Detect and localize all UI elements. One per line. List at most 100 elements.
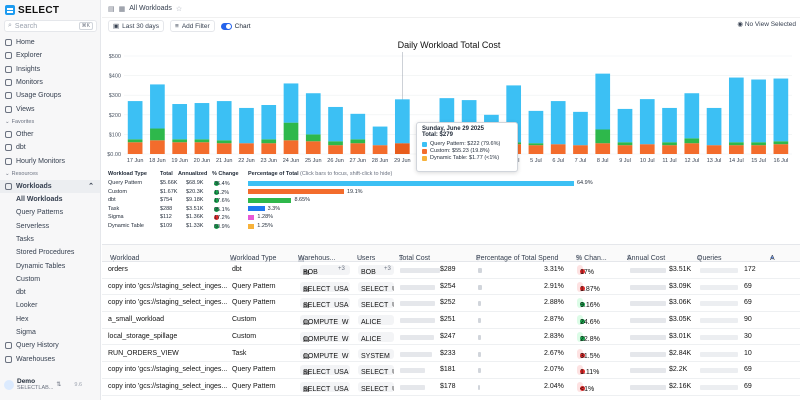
sidebar-item-query-history[interactable]: Query History [0,339,100,352]
bar-custom[interactable] [261,143,277,154]
sidebar-item-dbt[interactable]: dbt [16,289,26,297]
sidebar-item-workloads[interactable]: Workloads ⌃ [0,179,100,193]
table-row[interactable]: orders dbt ▤ BOB +3 BOB +3 $289 3.31% 17% $3.51K 17… [102,262,800,279]
add-filter-button[interactable]: ≡ Add Filter [170,20,215,32]
sidebar-item-looker[interactable]: Looker [16,302,38,310]
sidebar-item-stored-procedures[interactable]: Stored Procedures [16,249,75,257]
summary-bar[interactable] [248,180,574,186]
workload-name[interactable]: copy into 'gcs://staging_select_inges... [108,382,228,390]
bar-custom[interactable] [328,145,343,154]
summary-row[interactable]: Dynamic Table $109 $1.33K 50.9% 1.25% [108,223,273,230]
bar-custom[interactable] [706,145,722,154]
user-pill[interactable]: ALICE [358,315,394,326]
table-row[interactable]: copy into 'gcs://staging_select_inges...… [102,295,800,313]
sidebar-item-sigma[interactable]: Sigma [16,329,36,337]
chart-toggle[interactable]: Chart [220,22,251,30]
bar-query-pattern[interactable] [595,73,611,130]
summary-bar[interactable] [248,206,265,212]
bar-query-pattern[interactable] [573,111,588,146]
bar-dbt[interactable] [328,141,343,146]
bar-query-pattern[interactable] [283,83,299,123]
bar-query-pattern[interactable] [773,78,789,142]
bar-custom[interactable] [350,143,366,154]
summary-bar[interactable] [248,197,292,203]
bar-query-pattern[interactable] [617,108,633,143]
sidebar-item-custom[interactable]: Custom [16,275,41,283]
user-pill[interactable]: BOB [358,265,394,275]
workload-name[interactable]: RUN_ORDERS_VIEW [108,349,179,357]
sidebar-item-tasks[interactable]: Tasks [16,236,34,243]
toggle-switch[interactable] [220,22,232,30]
bar-custom[interactable] [728,145,744,154]
bar-custom[interactable] [372,145,388,154]
bar-custom[interactable] [617,145,633,154]
summary-row[interactable]: dbt $754 $9.18K 17.6% 8.65% [108,197,311,205]
bar-dbt[interactable] [194,139,210,143]
bar-dbt[interactable] [150,128,165,141]
date-range-button[interactable]: ▣ Last 30 days [108,20,165,32]
warehouse-pill[interactable]: ▤ COMPUTE_W [300,331,350,342]
user-pill[interactable]: SELECT_U [358,281,394,292]
sidebar-item-usage-groups[interactable]: Usage Groups [0,89,100,102]
bar-query-pattern[interactable] [550,101,566,145]
workload-name[interactable]: a_small_workload [108,316,165,324]
summary-row[interactable]: Query Pattern $5.66K $68.9K 36.4% 64.9% [108,180,593,187]
bar-query-pattern[interactable] [528,110,544,144]
bar-dbt[interactable] [728,142,744,146]
warehouse-pill[interactable]: ▤ BOB [300,265,350,275]
warehouse-pill[interactable]: ▤ SELECT_USA [300,281,350,292]
bar-custom[interactable] [751,145,766,154]
bar-dbt[interactable] [773,141,789,145]
bar-custom[interactable] [172,142,188,154]
table-row[interactable]: a_small_workload Custom ▤ COMPUTE_W ALICE $25… [102,312,800,329]
summary-bar[interactable] [248,189,344,195]
user-pill[interactable]: SELECT_U [358,298,394,309]
table-row[interactable]: copy into 'gcs://staging_select_inges...… [102,362,800,379]
table-row[interactable]: copy into 'gcs://staging_select_inges...… [102,379,800,396]
bar-query-pattern[interactable] [328,106,343,142]
table-row[interactable]: local_storage_spillage Custom ▤ COMPUTE_W AL… [102,329,800,346]
bar-query-pattern[interactable] [662,107,677,143]
search-input[interactable]: ⌕ Search ⌘K [4,20,97,32]
warehouse-pill[interactable]: ▤ SELECT_USA [300,298,350,309]
bar-dbt[interactable] [305,134,321,142]
bar-custom[interactable] [194,142,210,154]
bar-query-pattern[interactable] [216,101,232,141]
bar-dbt[interactable] [617,142,633,146]
summary-row[interactable]: Sigma $112 $1.36K 17.2% 1.28% [108,214,274,222]
sidebar-item-fav-dbt[interactable]: dbt [0,141,100,154]
bar-query-pattern[interactable] [394,99,410,144]
logo[interactable]: SELECT [5,3,59,17]
sidebar-item-home[interactable]: Home [0,36,100,49]
workload-name[interactable]: copy into 'gcs://staging_select_inges... [108,366,228,374]
bar-dbt[interactable] [528,143,544,146]
bar-dbt[interactable] [127,139,143,143]
workload-name[interactable]: copy into 'gcs://staging_select_inges... [108,299,228,307]
summary-bar[interactable] [248,214,255,220]
sidebar-item-insights[interactable]: Insights [0,63,100,76]
bar-query-pattern[interactable] [305,93,321,135]
bar-dbt[interactable] [216,140,232,144]
bar-query-pattern[interactable] [639,99,655,145]
bar-query-pattern[interactable] [372,126,388,146]
workload-name[interactable]: local_storage_spillage [108,332,178,340]
bar-dbt[interactable] [684,138,700,144]
bar-custom[interactable] [773,144,789,154]
bar-dbt[interactable] [751,142,766,146]
summary-row[interactable]: Task $288 $3.51K 95.1% 3.3% [108,205,281,213]
star-icon[interactable]: ☆ [175,5,183,13]
workload-name[interactable]: copy into 'gcs://staging_select_inges... [108,282,228,290]
bar-custom[interactable] [239,143,254,154]
bar-dbt[interactable] [595,129,611,144]
bar-custom[interactable] [150,140,165,154]
bar-custom[interactable] [528,145,544,154]
sidebar-item-all-workloads[interactable]: All Workloads [16,196,63,204]
resources-section[interactable]: ⌄ Resources [5,170,38,177]
sidebar-toggle-icon[interactable]: ▤ [108,5,115,13]
bar-custom[interactable] [595,143,611,154]
bar-custom[interactable] [216,143,232,154]
bar-custom[interactable] [550,144,566,154]
sidebar-item-other[interactable]: Other [0,128,100,141]
warehouse-pill[interactable]: ▤ SELECT_USA [300,365,350,376]
summary-row[interactable]: Custom $1.67K $20.3K 11.2% 19.1% [108,188,363,196]
